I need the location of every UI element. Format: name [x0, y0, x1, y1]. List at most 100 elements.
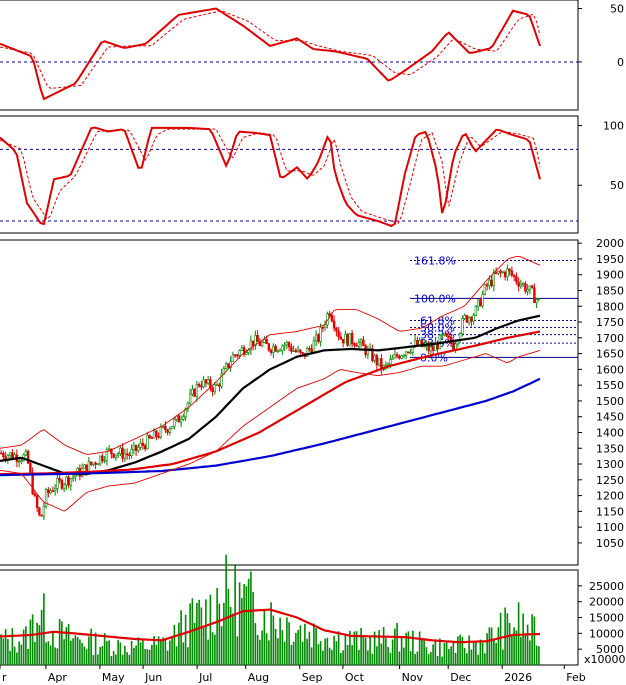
volume-bar: [83, 646, 86, 665]
volume-bar: [92, 655, 95, 665]
volume-bar: [0, 634, 2, 665]
volume-bar: [400, 637, 403, 665]
candle: [337, 326, 340, 341]
candle-body: [319, 327, 322, 342]
volume-bar: [277, 638, 279, 665]
candle-body: [256, 335, 259, 342]
candle: [128, 451, 131, 460]
candle: [278, 348, 282, 352]
candle-body: [515, 276, 518, 283]
candle: [94, 461, 97, 469]
volume-bar: [112, 650, 115, 665]
candle: [67, 475, 70, 489]
candle: [519, 279, 523, 289]
candle: [438, 333, 442, 350]
volume-bar: [187, 647, 189, 665]
candle-body: [332, 320, 336, 329]
volume-bar: [137, 637, 140, 665]
y-tick-label: 50: [610, 179, 624, 192]
volume-bar: [182, 642, 185, 665]
volume-bar: [299, 625, 302, 665]
candle: [40, 514, 43, 517]
candle-body: [220, 373, 223, 387]
volume-bar: [52, 630, 54, 665]
candle: [20, 458, 23, 465]
candle-body: [418, 340, 421, 346]
volume-bar: [490, 627, 493, 665]
candle-body: [164, 425, 167, 431]
candle-body: [110, 448, 113, 454]
volume-bar: [13, 646, 16, 665]
volume-bar: [407, 631, 410, 665]
candle: [200, 380, 203, 391]
volume-bar: [522, 613, 524, 665]
fib-level-label: 161.8%: [414, 255, 456, 268]
candle: [35, 493, 39, 513]
candle-body: [130, 449, 133, 456]
candle: [269, 348, 273, 356]
candle-body: [440, 334, 444, 337]
volume-bar: [218, 603, 221, 665]
volume-bar: [238, 582, 241, 665]
y-tick-label: 5000: [596, 643, 624, 656]
candle-body: [139, 443, 142, 448]
volume-bar: [2, 638, 5, 665]
candle: [60, 478, 64, 491]
candle-body: [114, 454, 118, 458]
candle-body: [146, 435, 149, 450]
candle-body: [402, 354, 406, 357]
candle-body: [215, 384, 219, 387]
volume-bar: [259, 639, 261, 665]
candle-body: [416, 339, 419, 346]
candle: [409, 348, 412, 355]
candle-body: [461, 318, 464, 334]
candle-body: [400, 355, 403, 359]
candle-body: [24, 451, 28, 456]
candle-body: [238, 350, 241, 356]
series-line-main: [0, 126, 541, 228]
candle: [179, 415, 183, 427]
volume-bar: [301, 641, 304, 665]
y-tick-label: 1150: [596, 505, 624, 518]
panel-frame: [0, 115, 579, 234]
candle-body: [350, 333, 354, 344]
candle-body: [148, 435, 151, 439]
volume-bar: [416, 651, 419, 665]
volume-bar: [533, 616, 536, 665]
candle: [49, 488, 52, 495]
volume-bar: [29, 619, 32, 665]
candle: [465, 314, 469, 324]
candle: [506, 264, 509, 282]
candle-body: [339, 336, 343, 340]
candle-body: [362, 339, 365, 346]
volume-bar: [376, 646, 378, 665]
candle-body: [51, 490, 55, 492]
volume-bar: [236, 636, 239, 665]
candle: [533, 283, 536, 303]
volume-bar: [9, 650, 11, 665]
candle: [447, 331, 451, 342]
volume-bar: [130, 641, 133, 665]
candle: [177, 413, 181, 423]
candle: [139, 438, 142, 451]
candle-body: [62, 484, 66, 489]
volume-bar: [508, 622, 511, 665]
candle: [537, 298, 541, 302]
volume-bar: [385, 638, 387, 665]
candle: [517, 277, 520, 292]
candle-body: [150, 437, 154, 440]
candle-body: [119, 447, 122, 454]
candle: [490, 275, 493, 288]
candle: [440, 333, 444, 339]
candle: [299, 349, 302, 355]
candle: [510, 266, 514, 278]
candle-body: [294, 350, 298, 353]
volume-bar: [328, 647, 331, 665]
candle: [375, 353, 379, 371]
candle-body: [465, 315, 469, 323]
candle: [308, 345, 311, 352]
volume-bar: [43, 593, 45, 665]
candle: [96, 462, 100, 466]
candle-body: [191, 389, 194, 395]
